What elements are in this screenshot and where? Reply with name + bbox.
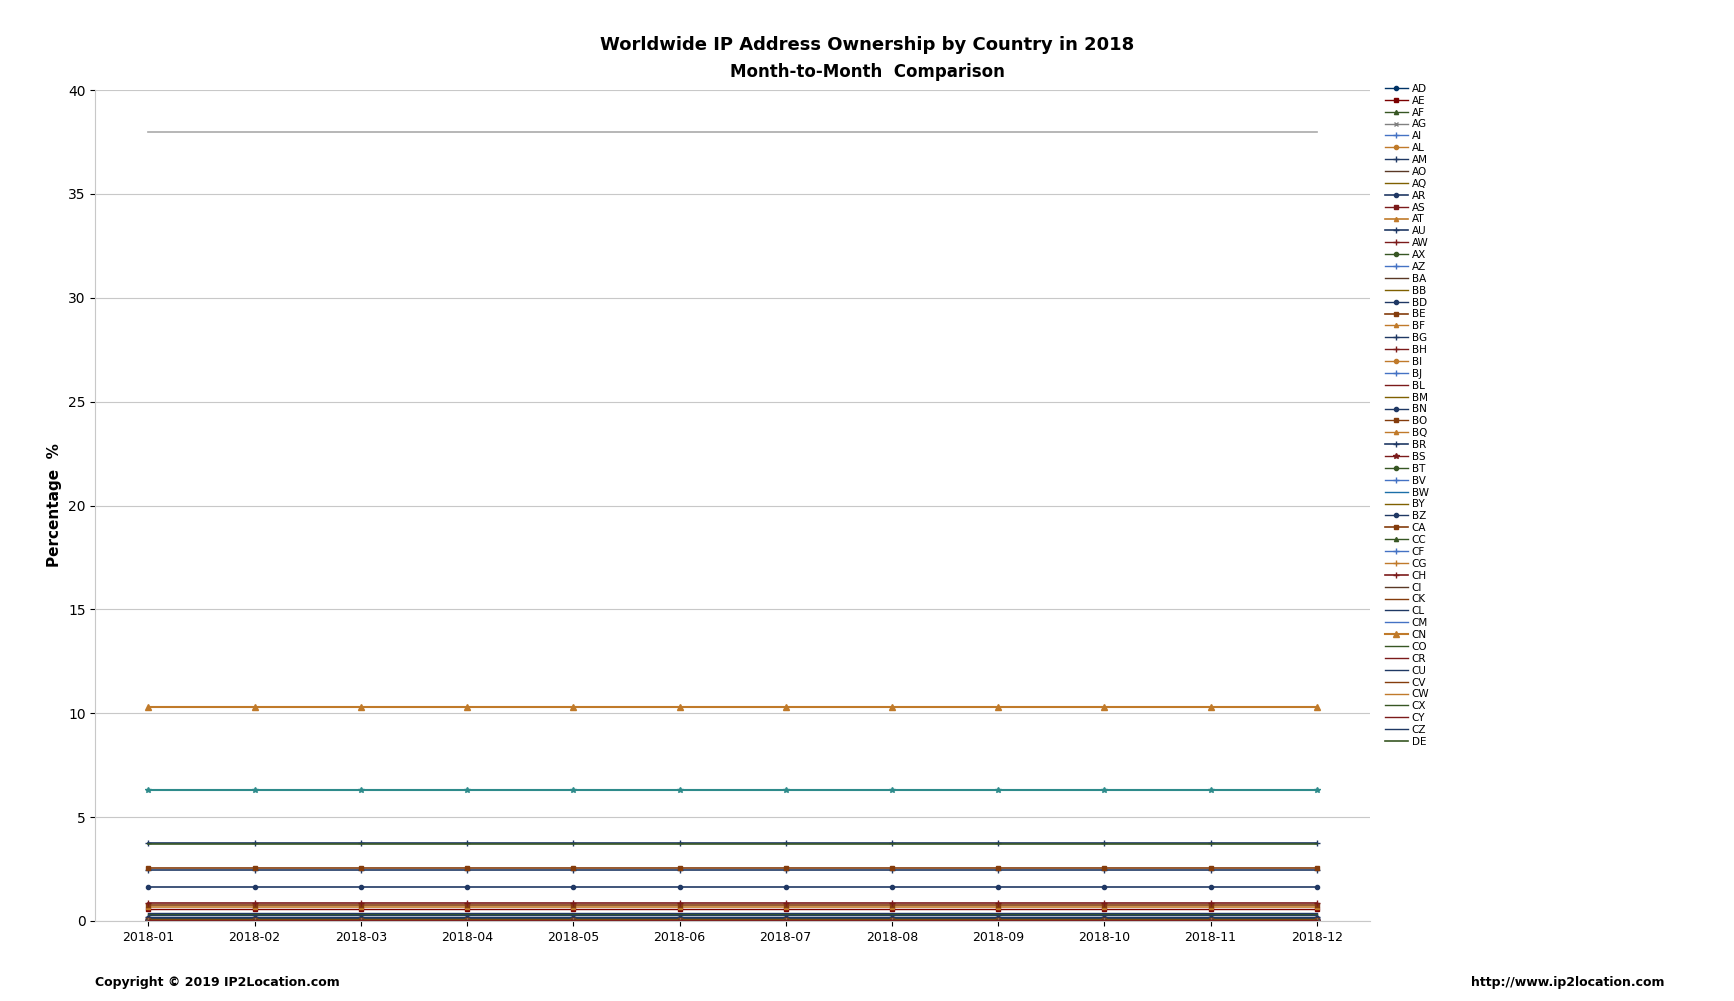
Text: Month-to-Month  Comparison: Month-to-Month Comparison: [730, 63, 1004, 81]
Y-axis label: Percentage  %: Percentage %: [47, 443, 62, 568]
Legend: AD, AE, AF, AG, AI, AL, AM, AO, AQ, AR, AS, AT, AU, AW, AX, AZ, BA, BB, BD, BE, : AD, AE, AF, AG, AI, AL, AM, AO, AQ, AR, …: [1382, 82, 1432, 749]
Text: http://www.ip2location.com: http://www.ip2location.com: [1470, 976, 1665, 989]
Text: Worldwide IP Address Ownership by Country in 2018: Worldwide IP Address Ownership by Countr…: [600, 36, 1134, 54]
Text: Copyright © 2019 IP2Location.com: Copyright © 2019 IP2Location.com: [95, 976, 340, 989]
